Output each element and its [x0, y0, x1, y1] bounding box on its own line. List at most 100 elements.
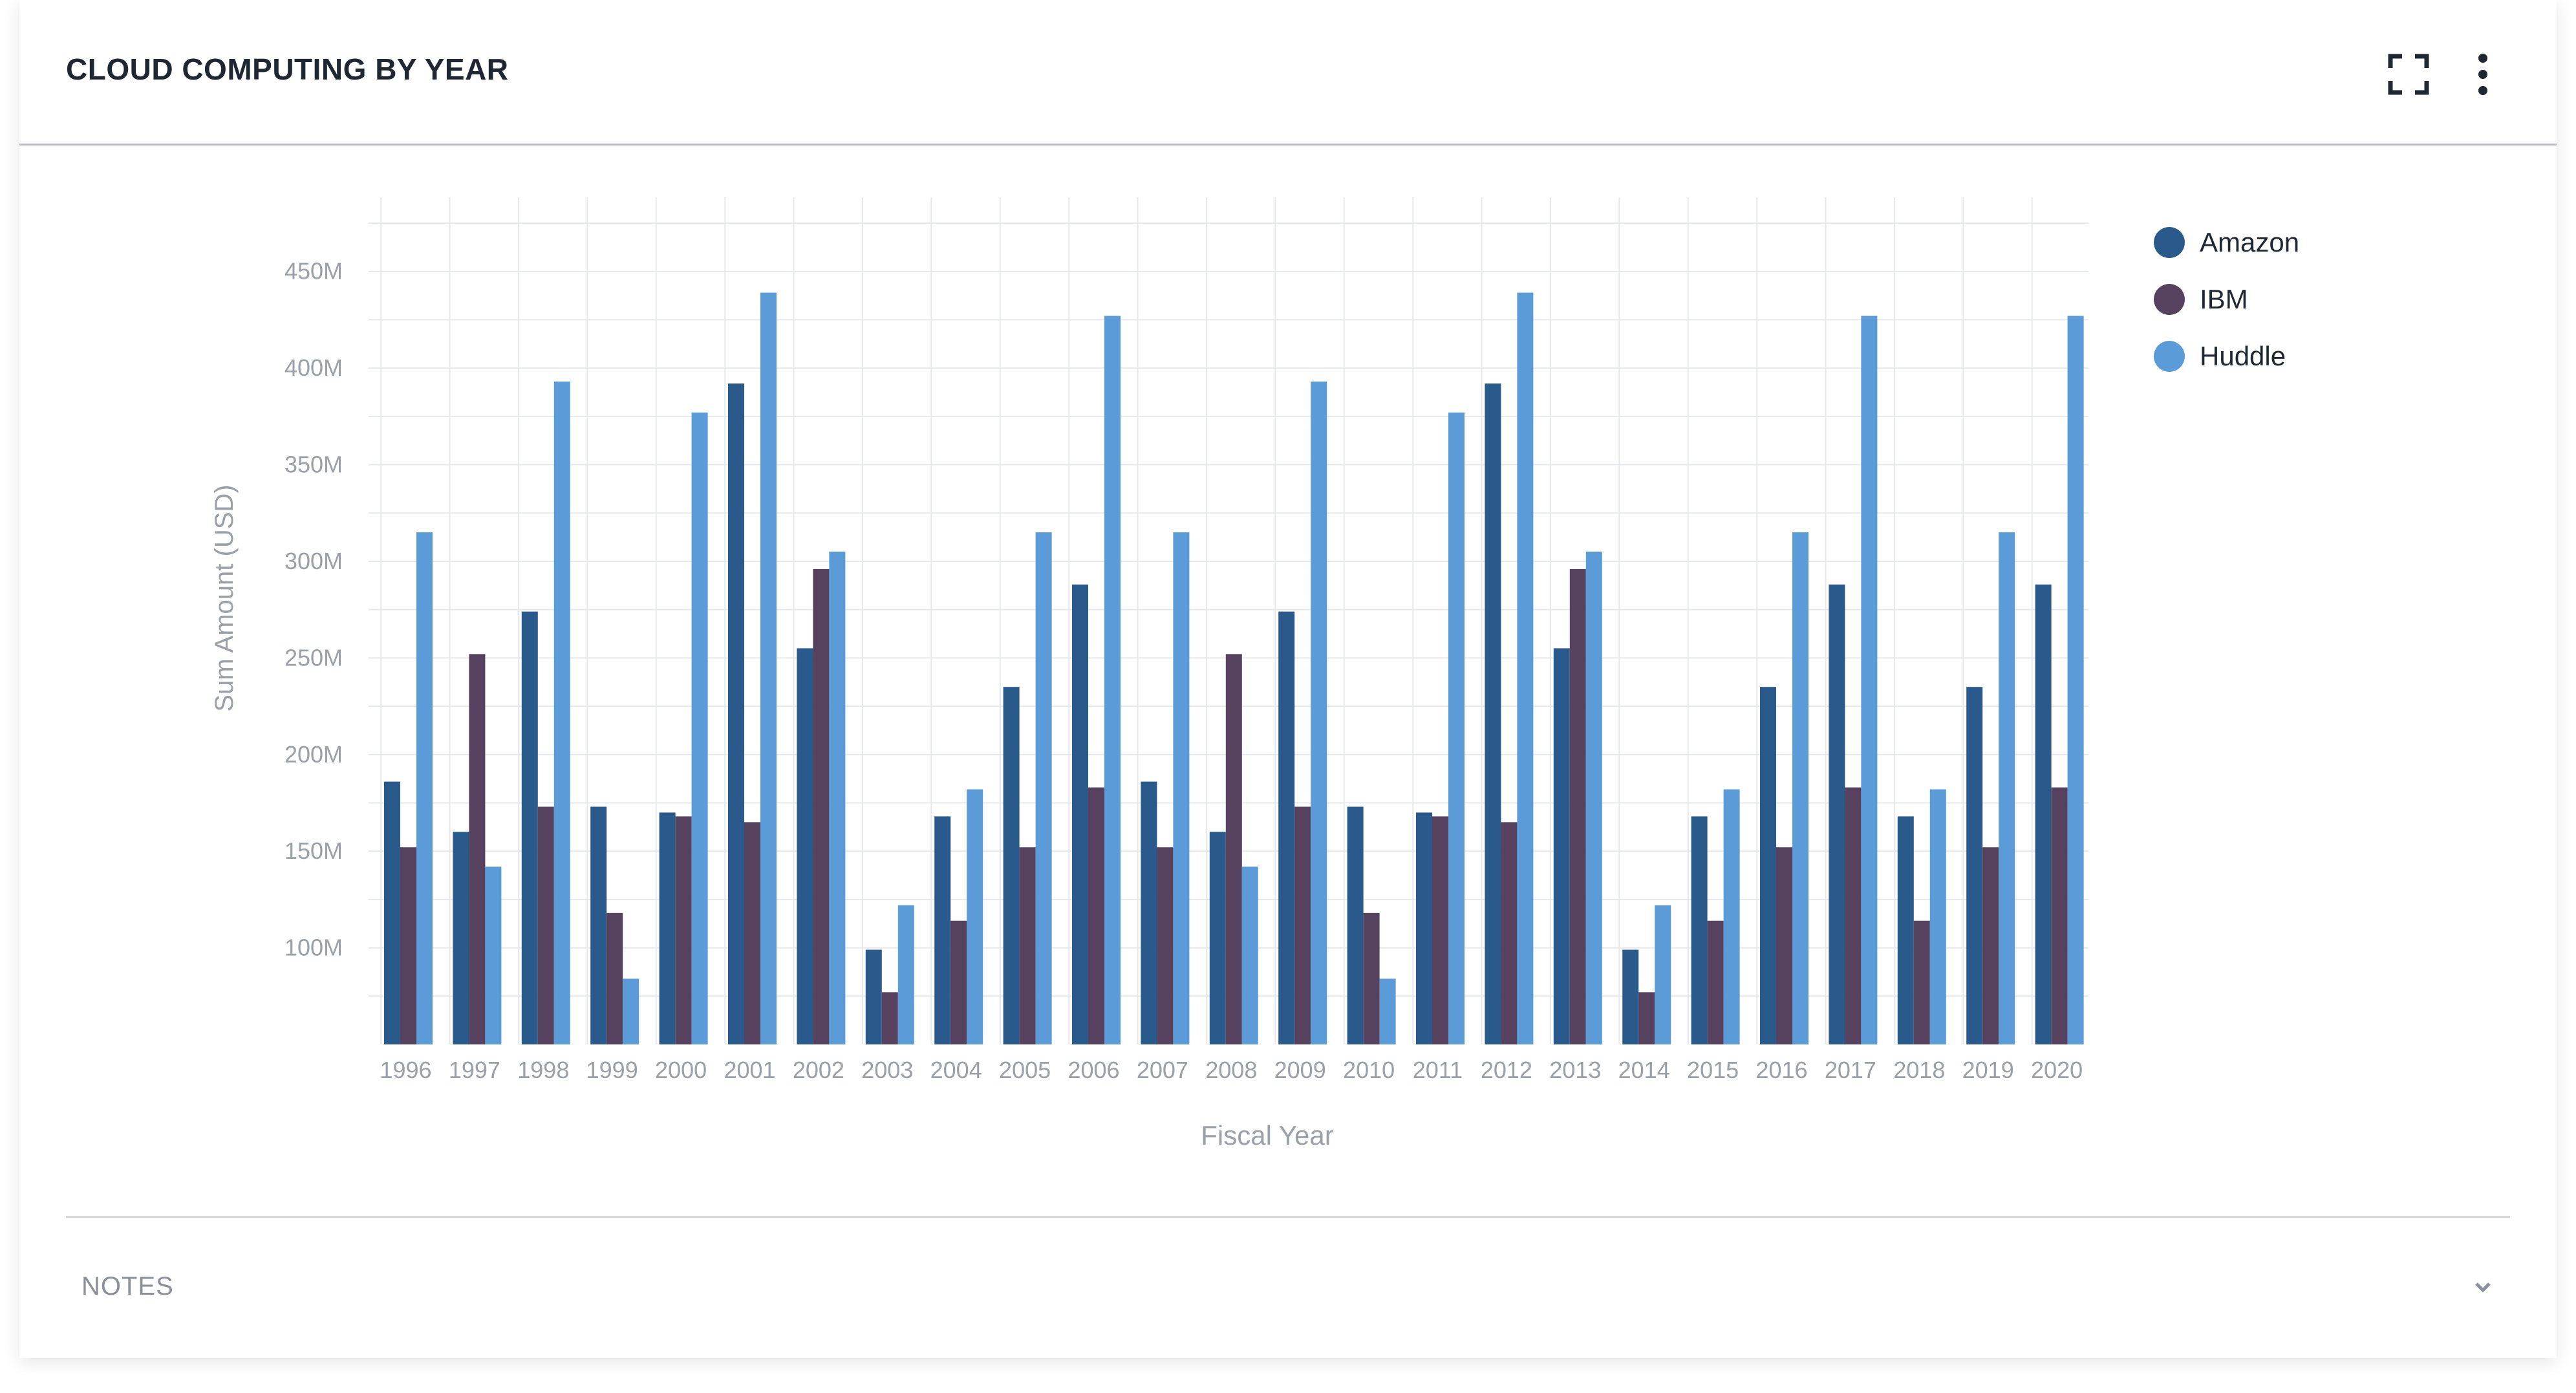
- notes-divider: [66, 1216, 2510, 1218]
- fullscreen-button[interactable]: [2386, 52, 2431, 97]
- bar-ibm-2009: [1294, 806, 1311, 1044]
- bar-ibm-2015: [1707, 920, 1724, 1044]
- bar-ibm-2012: [1501, 822, 1518, 1044]
- more-options-button[interactable]: [2460, 52, 2506, 97]
- bar-ibm-1996: [400, 847, 416, 1044]
- x-tick-label: 2010: [1343, 1057, 1395, 1083]
- y-tick-label: 400M: [284, 354, 343, 381]
- bar-ibm-2001: [744, 822, 760, 1044]
- bar-huddle-2002: [829, 552, 846, 1044]
- x-tick-label: 2019: [1962, 1057, 2014, 1083]
- x-tick-label: 2008: [1205, 1057, 1257, 1083]
- bar-amazon-2018: [1897, 816, 1914, 1044]
- bar-huddle-2009: [1311, 382, 1327, 1044]
- bar-huddle-2007: [1173, 532, 1190, 1044]
- x-tick-label: 2017: [1825, 1057, 1876, 1083]
- x-tick-label: 2005: [999, 1057, 1051, 1083]
- bar-ibm-1997: [469, 654, 486, 1044]
- bar-ibm-2017: [1845, 787, 1862, 1044]
- grid-lines: [369, 197, 2088, 1044]
- bar-amazon-2020: [2035, 584, 2052, 1044]
- legend-marker-ibm: [2154, 284, 2185, 315]
- bar-huddle-2005: [1035, 532, 1052, 1044]
- bar-ibm-1998: [537, 806, 554, 1044]
- bar-huddle-2004: [967, 789, 983, 1044]
- bar-huddle-1998: [553, 382, 570, 1044]
- bar-amazon-2000: [659, 812, 676, 1044]
- y-tick-label: 250M: [284, 644, 343, 671]
- bar-ibm-2018: [1913, 920, 1930, 1044]
- x-tick-label: 2001: [724, 1057, 775, 1083]
- x-tick-label: 2003: [861, 1057, 913, 1083]
- bar-amazon-2005: [1003, 687, 1020, 1044]
- y-tick-label: 200M: [284, 741, 343, 768]
- bar-amazon-2019: [1966, 687, 1983, 1044]
- y-tick-label: 350M: [284, 451, 343, 478]
- bar-huddle-2019: [1999, 532, 2015, 1044]
- y-tick-label: 150M: [284, 837, 343, 864]
- bar-amazon-2007: [1141, 781, 1157, 1044]
- bar-huddle-2008: [1241, 867, 1258, 1044]
- x-tick-label: 2016: [1755, 1057, 1807, 1083]
- bar-amazon-2008: [1209, 832, 1226, 1044]
- x-tick-label: 2007: [1137, 1057, 1188, 1083]
- bar-amazon-2006: [1072, 584, 1088, 1044]
- notes-label: NOTES: [81, 1272, 174, 1301]
- bar-amazon-1996: [384, 781, 400, 1044]
- bar-ibm-2020: [2051, 787, 2068, 1044]
- bar-ibm-1999: [606, 912, 623, 1044]
- bar-huddle-2000: [691, 412, 708, 1044]
- more-vertical-icon: [2478, 54, 2487, 95]
- x-tick-label: 2006: [1068, 1057, 1119, 1083]
- bar-huddle-2013: [1585, 552, 1602, 1044]
- bar-ibm-2007: [1157, 847, 1174, 1044]
- bar-amazon-1998: [521, 611, 538, 1044]
- legend-marker-amazon: [2154, 227, 2185, 258]
- x-tick-label: 1997: [449, 1057, 500, 1083]
- bar-amazon-2014: [1622, 949, 1639, 1044]
- bar-huddle-2010: [1379, 978, 1396, 1044]
- bar-ibm-2003: [881, 992, 898, 1044]
- bar-ibm-2013: [1569, 568, 1586, 1044]
- x-tick-label: 2009: [1274, 1057, 1326, 1083]
- chart-area: 100M 150M 200M 250M 300M 350M 400M 450M Sum Amou…: [19, 146, 2557, 1200]
- bar-huddle-2017: [1861, 316, 1878, 1044]
- x-tick-label: 2004: [930, 1057, 982, 1083]
- bar-huddle-2014: [1655, 905, 1671, 1044]
- bar-ibm-2000: [675, 816, 692, 1044]
- bar-amazon-2012: [1485, 383, 1501, 1044]
- bar-huddle-2006: [1104, 316, 1121, 1044]
- x-tick-label: 2000: [655, 1057, 707, 1083]
- bar-huddle-1999: [623, 978, 639, 1044]
- bar-ibm-2011: [1432, 816, 1448, 1044]
- y-axis-label: Sum Amount (USD): [210, 484, 239, 711]
- y-tick-label: 450M: [284, 258, 343, 285]
- card-header: CLOUD COMPUTING BY YEAR: [19, 0, 2557, 146]
- bar-ibm-2005: [1019, 847, 1036, 1044]
- bar-amazon-2001: [728, 383, 744, 1044]
- bar-chart: 100M 150M 200M 250M 300M 350M 400M 450M Sum Amou…: [210, 197, 2299, 1150]
- y-tick-label: 100M: [284, 934, 343, 961]
- bar-huddle-2018: [1929, 789, 1946, 1044]
- legend-marker-huddle: [2154, 341, 2185, 372]
- x-axis-label: Fiscal Year: [1201, 1120, 1333, 1150]
- x-tick-label: 2011: [1413, 1057, 1463, 1083]
- bar-amazon-2016: [1760, 687, 1776, 1044]
- legend-label-ibm: IBM: [2200, 284, 2248, 314]
- y-tick-label: 300M: [284, 548, 343, 574]
- bar-ibm-2016: [1776, 847, 1792, 1044]
- notes-toggle[interactable]: NOTES: [66, 1218, 2510, 1347]
- bar-amazon-2013: [1553, 648, 1570, 1044]
- x-tick-label: 2020: [2031, 1057, 2083, 1083]
- bar-amazon-2003: [865, 949, 882, 1044]
- card-title: CLOUD COMPUTING BY YEAR: [66, 52, 509, 86]
- bar-amazon-1997: [453, 832, 469, 1044]
- bar-ibm-2002: [813, 568, 830, 1044]
- bar-amazon-2017: [1829, 584, 1845, 1044]
- x-tick-label: 2002: [793, 1057, 844, 1083]
- chevron-down-icon: [2475, 1282, 2491, 1293]
- x-tick-label: 2014: [1618, 1057, 1670, 1083]
- x-tick-label: 2012: [1481, 1057, 1532, 1083]
- x-tick-label: 1999: [586, 1057, 638, 1083]
- bar-amazon-2015: [1691, 816, 1708, 1044]
